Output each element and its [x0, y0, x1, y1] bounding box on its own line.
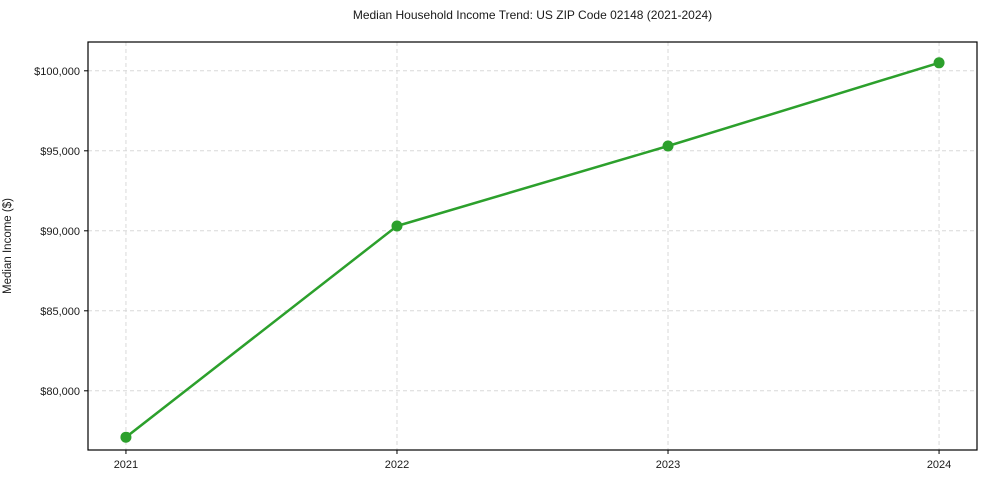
- x-tick-label: 2023: [656, 459, 680, 471]
- x-tick-label: 2022: [385, 459, 409, 471]
- y-tick-label: $90,000: [40, 226, 80, 238]
- chart-title: Median Household Income Trend: US ZIP Co…: [352, 8, 713, 22]
- y-tick-label: $100,000: [34, 66, 80, 78]
- data-point: [662, 140, 674, 152]
- y-tick-label: $80,000: [40, 386, 80, 398]
- x-tick-label: 2024: [927, 459, 951, 471]
- data-point: [933, 57, 945, 69]
- y-tick-label: $95,000: [40, 146, 80, 158]
- data-point: [391, 220, 403, 232]
- plot-border: [87, 41, 978, 451]
- trend-line: [124, 61, 941, 439]
- y-tick-label: $85,000: [40, 306, 80, 318]
- x-tick-label: 2021: [114, 459, 138, 471]
- data-point: [120, 431, 132, 443]
